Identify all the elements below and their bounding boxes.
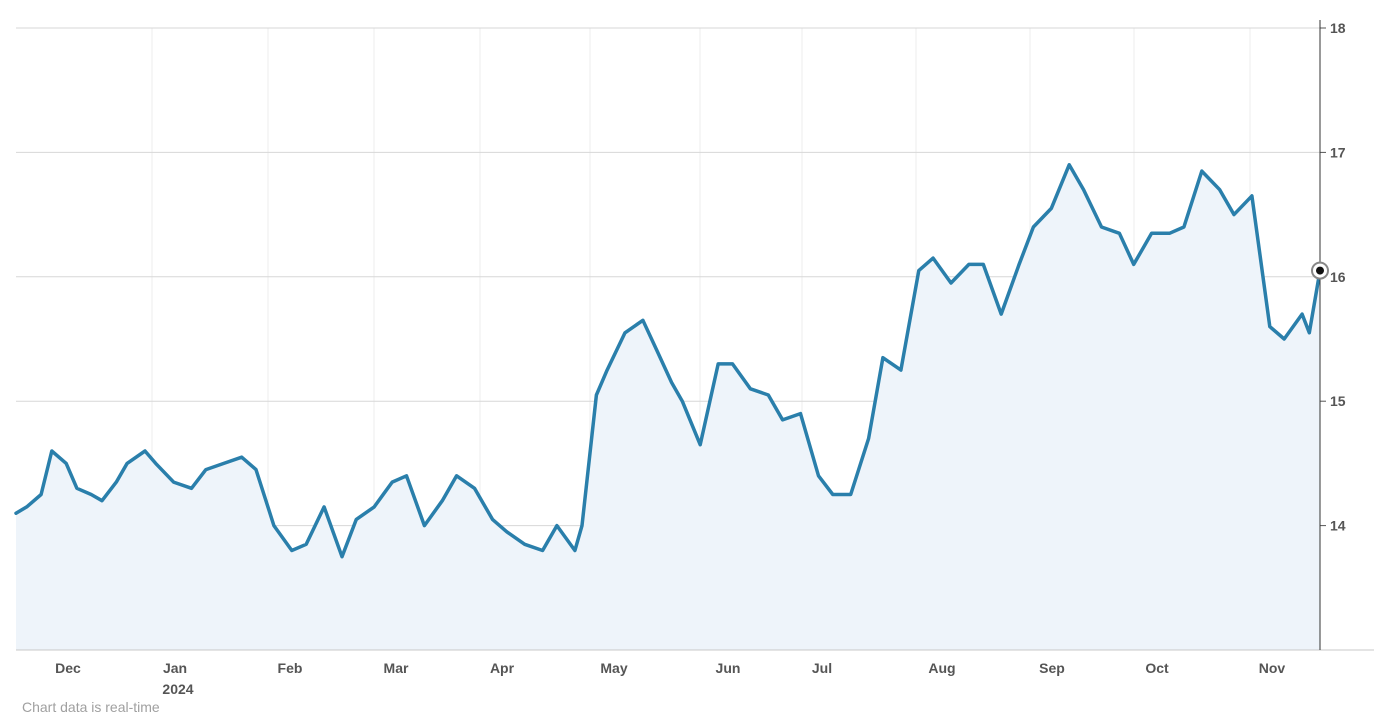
y-tick-label-18: 18 — [1330, 20, 1346, 36]
x-tick-label-nov: Nov — [1259, 660, 1286, 676]
last-point-dot[interactable] — [1316, 266, 1324, 275]
x-tick-label-jan: Jan — [163, 660, 187, 676]
x-tick-label-mar: Mar — [384, 660, 409, 676]
price-line — [14, 163, 1322, 559]
y-tick-label-15: 15 — [1330, 393, 1346, 409]
y-tick-label-17: 17 — [1330, 144, 1346, 160]
x-tick-label-feb: Feb — [278, 660, 303, 676]
y-tick-label-14: 14 — [1330, 518, 1346, 534]
x-tick-label-aug: Aug — [928, 660, 955, 676]
x-tick-label-sep: Sep — [1039, 660, 1065, 676]
chart-axes — [16, 20, 1374, 651]
last-price-marker[interactable] — [1311, 261, 1329, 280]
y-tick-label-16: 16 — [1330, 269, 1346, 285]
x-tick-label-apr: Apr — [490, 660, 515, 676]
x-tick-label-jul: Jul — [812, 660, 832, 676]
x-tick-label-may: May — [600, 660, 627, 676]
x-tick-label-dec: Dec — [55, 660, 81, 676]
x-year-label: 2024 — [162, 681, 193, 697]
price-area-fill — [16, 164, 1320, 651]
x-tick-label-oct: Oct — [1145, 660, 1169, 676]
chart-footnote: Chart data is real-time — [22, 699, 160, 715]
axis-labels: 14 15 16 17 18 Dec Jan Feb Mar Apr May Jun Jul Aug Sep… — [55, 20, 1346, 697]
x-tick-label-jun: Jun — [716, 660, 741, 676]
